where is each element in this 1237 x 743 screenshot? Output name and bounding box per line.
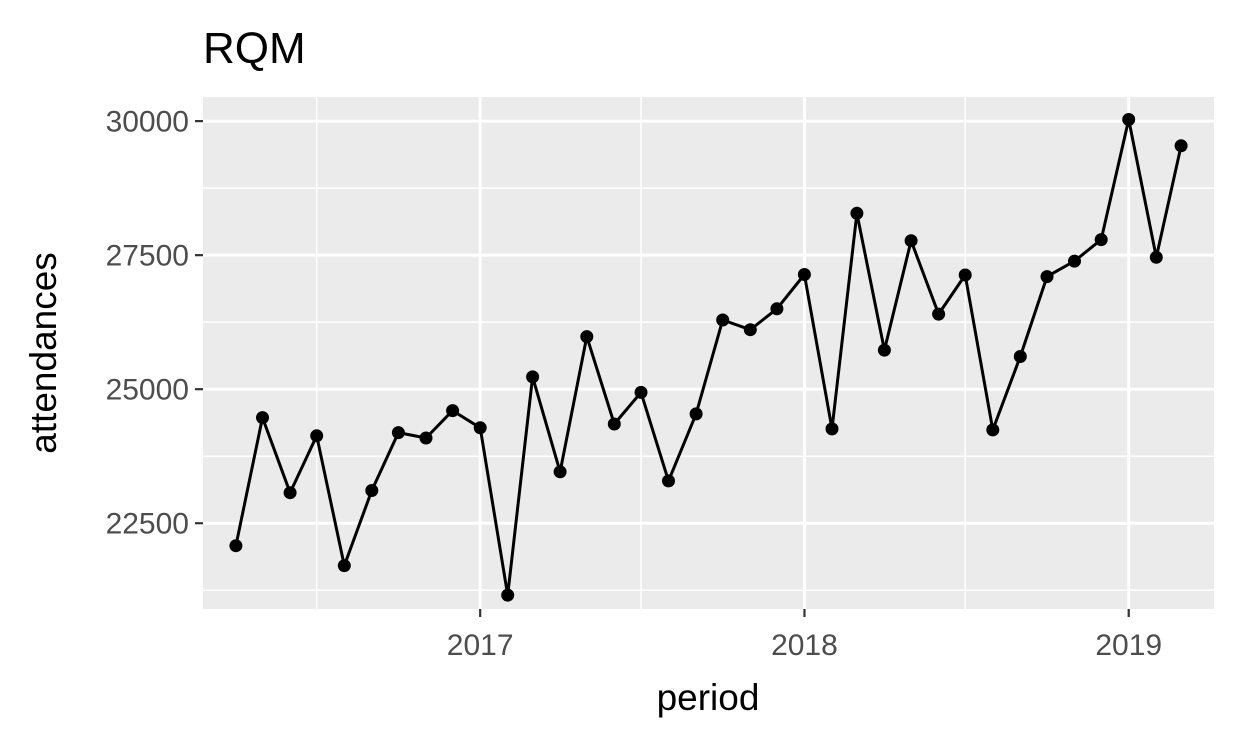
data-point: [580, 330, 594, 344]
x-tick-label: 2018: [771, 629, 838, 662]
series-line: [234, 118, 1183, 597]
data-point: [1149, 250, 1163, 264]
data-point: [1122, 113, 1136, 126]
data-point: [716, 313, 730, 327]
grid-minor: [203, 97, 1214, 609]
data-point: [662, 474, 675, 488]
data-point: [310, 429, 324, 443]
data-point: [526, 370, 540, 384]
y-tick-label: 30000: [106, 106, 189, 139]
data-point: [473, 421, 487, 435]
data-point: [1068, 254, 1081, 268]
data-point: [877, 343, 891, 357]
data-point: [337, 559, 351, 573]
data-point: [1013, 350, 1027, 363]
chart-title: RQM: [203, 24, 306, 73]
x-axis-title: period: [657, 677, 760, 718]
data-point: [770, 302, 784, 316]
data-point: [825, 422, 839, 436]
y-tick-label: 22500: [106, 508, 189, 541]
y-axis-title: attendances: [23, 252, 64, 454]
data-point: [904, 234, 918, 248]
data-point: [607, 417, 621, 431]
data-point: [797, 268, 811, 281]
data-point: [391, 426, 405, 440]
data-point: [1040, 270, 1054, 284]
data-point: [283, 486, 297, 500]
x-tick-label: 2019: [1095, 629, 1162, 662]
y-axis: 22500 25000 27500 30000: [106, 106, 203, 541]
y-tick-label: 25000: [106, 374, 189, 407]
data-point: [553, 465, 567, 479]
data-point: [634, 385, 648, 399]
data-point: [1094, 233, 1108, 247]
x-axis: 2017 2018 2019: [447, 609, 1162, 662]
x-tick-label: 2017: [447, 629, 514, 662]
data-point: [958, 268, 972, 282]
plot-panel: [203, 97, 1214, 609]
data-point: [501, 588, 515, 602]
data-point: [932, 307, 946, 321]
grid-major: [203, 97, 1214, 609]
data-points: [229, 113, 1188, 602]
data-point: [446, 404, 460, 418]
data-point: [850, 206, 864, 220]
data-point: [1174, 139, 1188, 153]
data-point: [986, 423, 1000, 437]
data-point: [256, 411, 269, 425]
y-tick-label: 27500: [106, 240, 189, 273]
data-point: [229, 539, 243, 553]
data-point: [689, 407, 703, 421]
data-point: [419, 431, 433, 445]
data-point: [743, 323, 757, 337]
data-point: [365, 484, 379, 497]
